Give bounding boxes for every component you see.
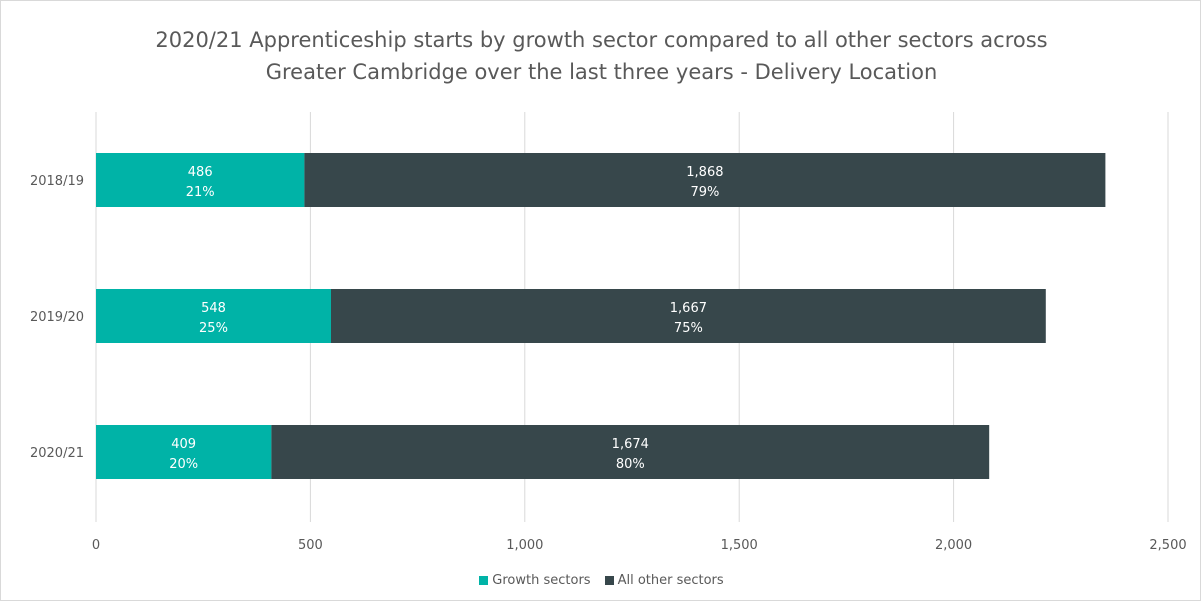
data-label-percent: 20% bbox=[169, 457, 198, 472]
bar-other-2020-21 bbox=[271, 425, 990, 479]
category-label: 2020/21 bbox=[30, 446, 84, 461]
data-label-percent: 79% bbox=[690, 185, 719, 200]
bar-growth-2018-19 bbox=[96, 153, 305, 207]
legend: Growth sectors All other sectors bbox=[0, 570, 1203, 590]
legend-label-growth: Growth sectors bbox=[492, 572, 591, 588]
data-label-percent: 75% bbox=[674, 321, 703, 336]
x-tick-label: 500 bbox=[298, 538, 323, 553]
data-label-percent: 21% bbox=[186, 185, 215, 200]
data-label-percent: 80% bbox=[616, 457, 645, 472]
x-tick-label: 1,000 bbox=[506, 538, 543, 553]
legend-label-other: All other sectors bbox=[617, 572, 724, 588]
bars bbox=[96, 153, 1106, 479]
bar-other-2019-20 bbox=[330, 289, 1046, 343]
data-label-value: 409 bbox=[171, 437, 196, 452]
bar-growth-2020-21 bbox=[96, 425, 272, 479]
x-tick-label: 2,500 bbox=[1149, 538, 1186, 553]
legend-item-growth: Growth sectors bbox=[479, 572, 591, 588]
bar-growth-2019-20 bbox=[96, 289, 331, 343]
data-labels: 486 21% 1,868 79% 548 25% 1,667 75% 409 20% 1,674 8… bbox=[169, 165, 723, 472]
data-label-value: 486 bbox=[188, 165, 213, 180]
data-label-percent: 25% bbox=[199, 321, 228, 336]
legend-swatch-growth bbox=[479, 575, 489, 585]
chart-title-line-2: Greater Cambridge over the last three ye… bbox=[265, 60, 938, 84]
data-label-value: 1,868 bbox=[686, 165, 723, 180]
chart-title-line-1: 2020/21 Apprenticeship starts by growth … bbox=[155, 28, 1048, 52]
x-tick-label: 0 bbox=[92, 538, 100, 553]
bar-other-2018-19 bbox=[304, 153, 1106, 207]
axis-labels: 0 500 1,000 1,500 2,000 2,500 2018/19 2019/20 20… bbox=[30, 174, 1187, 553]
data-label-value: 1,667 bbox=[670, 301, 707, 316]
legend-item-other: All other sectors bbox=[604, 572, 724, 588]
x-tick-label: 2,000 bbox=[935, 538, 972, 553]
category-label: 2019/20 bbox=[30, 310, 84, 325]
legend-swatch-other bbox=[604, 575, 614, 585]
data-label-value: 548 bbox=[201, 301, 226, 316]
category-label: 2018/19 bbox=[30, 174, 84, 189]
x-tick-label: 1,500 bbox=[721, 538, 758, 553]
data-label-value: 1,674 bbox=[612, 437, 649, 452]
chart-title: 2020/21 Apprenticeship starts by growth … bbox=[0, 24, 1203, 88]
